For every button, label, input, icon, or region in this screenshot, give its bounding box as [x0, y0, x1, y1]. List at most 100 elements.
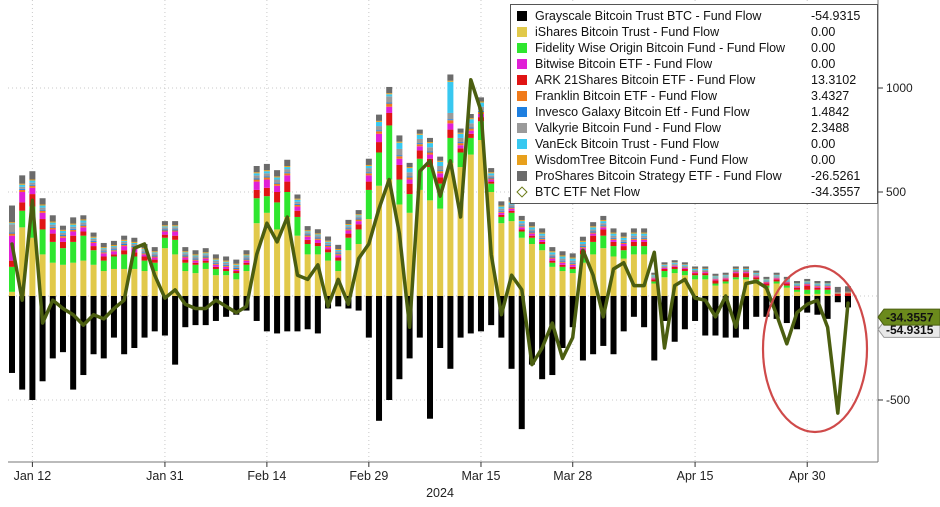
bar-ibit — [162, 248, 168, 296]
bar-fbtc — [519, 232, 525, 238]
bar-bitb — [213, 265, 219, 267]
bar-brrr — [682, 266, 688, 267]
bar-fbtc — [91, 250, 97, 265]
bar-hodl — [539, 234, 545, 236]
bar-btcw — [131, 242, 137, 243]
bar-ezbc — [580, 247, 586, 248]
bar-bitb — [560, 263, 566, 265]
bar-hodl — [825, 284, 831, 285]
bar-arkb — [193, 263, 199, 265]
bar-ibit — [753, 284, 759, 296]
bar-bitb — [223, 267, 229, 269]
bar-hodl — [570, 259, 576, 261]
bar-brrr — [539, 236, 545, 238]
bar-brrr — [396, 149, 402, 155]
x-tick-label: Jan 12 — [14, 469, 52, 483]
bar-brrr — [692, 270, 698, 271]
bar-btco — [427, 151, 433, 152]
bar-btco — [182, 255, 188, 256]
bar-arkb — [468, 134, 474, 138]
bar-arkb — [356, 224, 362, 229]
bar-arkb — [101, 256, 107, 260]
bar-btco — [590, 232, 596, 233]
bar-ezbc — [243, 260, 249, 261]
bar-gbtc — [284, 296, 290, 331]
bar-ezbc — [621, 243, 627, 244]
bar-arkb — [712, 280, 718, 283]
bar-ezbc — [641, 239, 647, 240]
bar-bitb — [396, 159, 402, 165]
bar-ezbc — [70, 230, 76, 232]
bar-brrr — [621, 240, 627, 242]
bar-fbtc — [121, 254, 127, 269]
bar-gbtc — [560, 296, 566, 348]
bar-hodl — [284, 167, 290, 169]
bar-ezbc — [305, 235, 311, 236]
bar-ezbc — [794, 286, 800, 287]
bar-bitb — [519, 227, 525, 229]
bar-brrr — [305, 232, 311, 234]
bar-bito — [580, 237, 586, 241]
bar-hodl — [223, 262, 229, 263]
bar-gbtc — [590, 296, 596, 354]
bar-arkb — [509, 211, 515, 213]
bar-arkb — [539, 242, 545, 244]
bar-hodl — [427, 143, 433, 147]
bar-bitb — [121, 246, 127, 250]
legend-entry: ProShares Bitcoin Strategy ETF - Fund Fl… — [517, 168, 871, 184]
bar-brrr — [9, 224, 15, 232]
bar-btco — [203, 256, 209, 257]
bar-ezbc — [417, 144, 423, 146]
bar-btco — [386, 103, 392, 104]
legend-swatch — [516, 186, 527, 197]
bar-bito — [325, 237, 331, 241]
legend-series-value: 13.3102 — [811, 73, 871, 87]
bar-bito — [692, 266, 698, 268]
bar-bito — [529, 222, 535, 226]
bar-bitb — [661, 268, 667, 269]
bar-ezbc — [162, 230, 168, 231]
bar-ibit — [437, 209, 443, 296]
bar-gbtc — [743, 296, 749, 329]
bar-bitb — [692, 272, 698, 273]
bar-brrr — [631, 236, 637, 238]
legend-swatch — [517, 59, 527, 69]
bar-arkb — [40, 219, 46, 229]
bar-bito — [40, 198, 46, 204]
bar-brrr — [661, 266, 667, 267]
bar-brrr — [182, 253, 188, 255]
bar-bitb — [29, 188, 35, 194]
bar-btco — [345, 228, 351, 229]
legend-series-name: ProShares Bitcoin Strategy ETF - Fund Fl… — [535, 169, 811, 183]
bar-ezbc — [386, 104, 392, 107]
bar-bito — [254, 166, 260, 172]
bar-bitb — [763, 282, 769, 283]
bar-brrr — [193, 256, 199, 258]
bar-bitb — [91, 243, 97, 246]
bar-arkb — [284, 182, 290, 192]
bar-hodl — [702, 269, 708, 270]
bar-btcw — [243, 254, 249, 255]
bar-fbtc — [223, 271, 229, 275]
bar-ibit — [539, 250, 545, 296]
bar-brrr — [814, 285, 820, 286]
bar-hodl — [682, 265, 688, 266]
bar-ibit — [560, 271, 566, 296]
bar-arkb — [723, 279, 729, 281]
bar-btcw — [19, 184, 25, 185]
bar-gbtc — [386, 296, 392, 400]
legend-series-name: VanEck Bitcoin Trust - Fund Flow — [535, 137, 811, 151]
bar-bitb — [233, 270, 239, 271]
bar-gbtc — [488, 296, 494, 325]
bar-hodl — [498, 207, 504, 209]
bar-fbtc — [468, 138, 474, 155]
bar-fbtc — [641, 246, 647, 254]
bar-bitb — [325, 247, 331, 249]
bar-btcw — [315, 233, 321, 234]
bar-hodl — [458, 134, 464, 138]
bar-arkb — [498, 215, 504, 217]
bar-gbtc — [203, 296, 209, 325]
bar-hodl — [172, 226, 178, 227]
bar-fbtc — [539, 244, 545, 250]
